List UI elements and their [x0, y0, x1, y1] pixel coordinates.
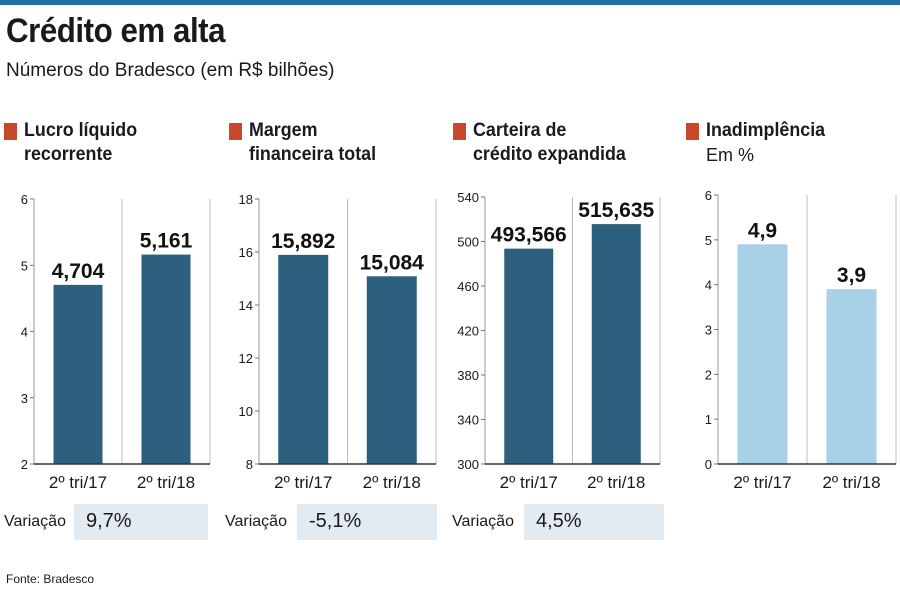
- y-tick-label: 12: [239, 351, 253, 366]
- y-tick-label: 4: [705, 278, 712, 293]
- panel-header-margem: Margem financeira total: [229, 119, 444, 167]
- y-tick-label: 2: [21, 457, 28, 472]
- y-tick-label: 3: [21, 391, 28, 406]
- y-tick-label: 6: [21, 192, 28, 207]
- variation-value: 9,7%: [86, 510, 132, 532]
- bar-value-label: 4,9: [748, 219, 777, 242]
- y-tick-label: 380: [457, 368, 479, 383]
- y-tick-label: 300: [457, 457, 479, 472]
- panel-title: Lucro líquido recorrente: [24, 119, 207, 167]
- bar-value-label: 15,892: [271, 230, 335, 253]
- bar: [504, 248, 554, 464]
- variation-row-carteira: Variação 4,5%: [452, 504, 667, 540]
- variation-label: Variação: [4, 513, 66, 530]
- y-tick-label: 460: [457, 279, 479, 294]
- panel-title-line: financeira total: [249, 144, 377, 165]
- variation-label: Variação: [452, 513, 514, 530]
- panel-title-line: Lucro líquido: [24, 120, 138, 141]
- y-tick-label: 1: [705, 412, 712, 427]
- x-category-label: 2º tri/17: [733, 473, 791, 492]
- y-tick-label: 14: [239, 298, 253, 313]
- variation-row-margem: Variação -5,1%: [225, 504, 440, 540]
- bar: [826, 289, 877, 464]
- bar: [366, 276, 417, 464]
- y-tick-label: 10: [239, 404, 253, 419]
- y-tick-label: 500: [457, 235, 479, 250]
- bar-value-label: 515,635: [578, 199, 654, 222]
- variation-box: 9,7%: [74, 504, 208, 540]
- panel-title: Carteira de crédito expandida: [473, 119, 656, 167]
- panel-title-line: crédito expandida: [473, 144, 626, 165]
- x-category-label: 2º tri/17: [500, 473, 558, 492]
- bar-value-label: 15,084: [360, 251, 425, 274]
- panel-header-carteira: Carteira de crédito expandida: [453, 119, 668, 167]
- variation-row-lucro: Variação 9,7%: [4, 504, 214, 540]
- x-category-label: 2º tri/18: [363, 473, 421, 492]
- y-tick-label: 5: [21, 258, 28, 273]
- panel-subtitle: Em %: [706, 145, 755, 165]
- bar-value-label: 3,9: [837, 264, 866, 287]
- bar: [737, 244, 788, 464]
- variation-value: -5,1%: [309, 510, 362, 532]
- variation-box: 4,5%: [524, 504, 664, 540]
- x-category-label: 2º tri/17: [49, 473, 107, 492]
- panel-title: Margem financeira total: [249, 119, 432, 167]
- chart-panel-3: 300 340 380 420 460 500 540 493,566 2º tri/17 515…: [457, 190, 661, 492]
- bar: [591, 224, 641, 464]
- y-tick-label: 6: [705, 188, 712, 203]
- panel-title: Inadimplência: [706, 119, 889, 143]
- chart-panel-1: 2 3 4 5 6 4,704 2º tri/17 5,161 2º tri/18: [21, 192, 211, 492]
- source-note: Fonte: Bradesco: [6, 572, 95, 586]
- y-tick-label: 3: [705, 323, 712, 338]
- chart-panel-2: 8 10 12 14 16 18 15,892 2º tri/17 15,084 2º tri/1…: [239, 192, 437, 492]
- y-tick-label: 340: [457, 413, 479, 428]
- y-tick-label: 8: [246, 457, 253, 472]
- bar: [141, 254, 191, 464]
- panel-title-line: recorrente: [24, 144, 113, 165]
- panel-header-inadimplencia: Inadimplência Em %: [686, 119, 900, 167]
- y-tick-label: 2: [705, 367, 712, 382]
- page-subtitle: Números do Bradesco (em R$ bilhões): [6, 60, 335, 81]
- x-category-label: 2º tri/18: [822, 473, 880, 492]
- panel-marker: [686, 123, 699, 140]
- x-category-label: 2º tri/18: [587, 473, 645, 492]
- bar-value-label: 5,161: [140, 230, 193, 253]
- bar: [278, 254, 329, 464]
- chart-panel-4: 0 1 2 3 4 5 6 4,9 2º tri/17 3,9 2º tri/18: [705, 188, 897, 492]
- y-tick-label: 4: [21, 325, 28, 340]
- y-tick-label: 420: [457, 324, 479, 339]
- y-tick-label: 0: [705, 457, 712, 472]
- panel-marker: [229, 123, 242, 140]
- panel-header-lucro: Lucro líquido recorrente: [4, 119, 219, 167]
- x-category-label: 2º tri/17: [274, 473, 332, 492]
- page-title: Crédito em alta: [6, 12, 226, 50]
- bar-value-label: 493,566: [491, 224, 567, 247]
- y-tick-label: 18: [239, 192, 253, 207]
- panel-title-line: Inadimplência: [706, 120, 826, 141]
- variation-label: Variação: [225, 513, 287, 530]
- top-rule: [0, 0, 900, 5]
- bar: [53, 284, 103, 464]
- panel-marker: [4, 123, 17, 140]
- bar-value-label: 4,704: [52, 260, 105, 283]
- panel-title-line: Carteira de: [473, 120, 567, 141]
- variation-value: 4,5%: [536, 510, 582, 532]
- panel-marker: [453, 123, 466, 140]
- variation-box: -5,1%: [297, 504, 437, 540]
- y-tick-label: 5: [705, 233, 712, 248]
- y-tick-label: 16: [239, 245, 253, 260]
- x-category-label: 2º tri/18: [137, 473, 195, 492]
- panel-title-line: Margem: [249, 120, 318, 141]
- y-tick-label: 540: [457, 190, 479, 205]
